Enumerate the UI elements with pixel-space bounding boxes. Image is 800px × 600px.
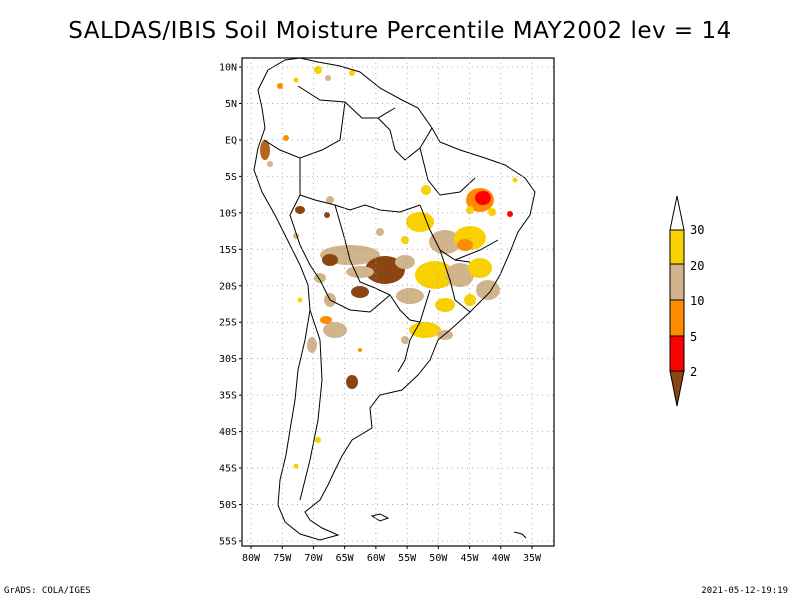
- map-title: SALDAS/IBIS Soil Moisture Percentile MAY…: [68, 18, 732, 44]
- lon-tick-label: 80W: [242, 553, 261, 564]
- lat-tick-label: 50S: [219, 500, 237, 511]
- legend-box-10-20: [669, 263, 685, 301]
- lon-tick-label: 60W: [367, 553, 386, 564]
- legend-label-5: 5: [690, 330, 697, 344]
- legend-label-30: 30: [690, 223, 704, 237]
- lat-tick-label: 55S: [219, 537, 237, 548]
- lat-tick-label: 45S: [219, 464, 237, 475]
- lon-tick-label: 75W: [273, 553, 292, 564]
- lat-tick-label: 20S: [219, 281, 237, 292]
- legend-box-2-5: [669, 335, 685, 372]
- latitude-axis: 10N 5N EQ 5S 10S 15S 20S 25S 30S 35S 40S 45S 50S 55S: [219, 63, 242, 548]
- legend-label-10: 10: [690, 294, 704, 308]
- lat-tick-label: 5S: [225, 172, 237, 183]
- legend-arrow-bottom: [669, 370, 685, 407]
- lon-tick-label: 35W: [523, 553, 542, 564]
- legend-arrow-top: [669, 195, 685, 231]
- legend-box-20-30: [669, 229, 685, 265]
- lon-tick-label: 45W: [461, 553, 480, 564]
- footer-credit: GrADS: COLA/IGES: [4, 586, 91, 596]
- lon-tick-label: 55W: [398, 553, 417, 564]
- longitude-axis: 80W 75W 70W 65W 60W 55W 50W 45W 40W 35W: [242, 546, 542, 564]
- graticule: [242, 58, 554, 546]
- coastline-borders: [253, 57, 536, 541]
- lon-tick-label: 50W: [429, 553, 448, 564]
- lon-tick-label: 65W: [336, 553, 355, 564]
- legend-box-5-10: [669, 299, 685, 337]
- legend-label-20: 20: [690, 259, 704, 273]
- lat-tick-label: 10S: [219, 208, 237, 219]
- lon-tick-label: 40W: [492, 553, 511, 564]
- color-legend: 30 20 10 5 2: [669, 195, 704, 407]
- percentile-field: [260, 66, 518, 469]
- lat-tick-label: EQ: [225, 135, 237, 146]
- legend-label-2: 2: [690, 365, 697, 379]
- map-frame: [241, 57, 555, 547]
- lat-tick-label: 40S: [219, 427, 237, 438]
- lon-tick-label: 70W: [304, 553, 323, 564]
- lat-tick-label: 10N: [219, 63, 237, 74]
- lat-tick-label: 30S: [219, 354, 237, 365]
- lat-tick-label: 15S: [219, 245, 237, 256]
- lat-tick-label: 5N: [225, 99, 237, 110]
- lat-tick-label: 25S: [219, 318, 237, 329]
- footer-timestamp: 2021-05-12-19:19: [701, 586, 788, 596]
- lat-tick-label: 35S: [219, 391, 237, 402]
